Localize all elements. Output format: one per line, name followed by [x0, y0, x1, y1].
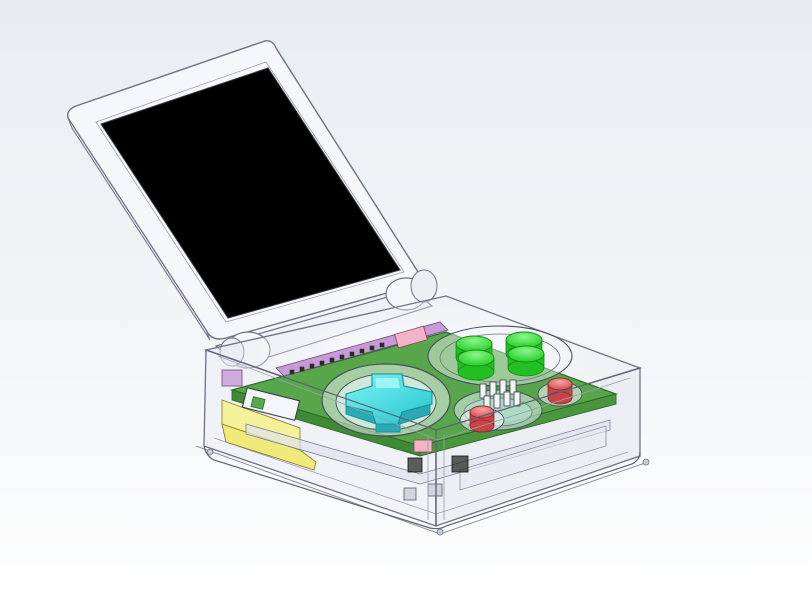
- face-button-3: [457, 349, 495, 381]
- lower-right-controls: [453, 377, 583, 433]
- component-black-2: [451, 455, 469, 473]
- component-black-1: [407, 457, 423, 473]
- side-port: [241, 387, 301, 421]
- battery-tray: [459, 425, 607, 491]
- dpad-highlight: [376, 378, 400, 388]
- connector-left: [221, 369, 243, 387]
- face-button-4: [507, 345, 545, 377]
- lid-inner-rim: [95, 61, 405, 323]
- round-button-icon: [547, 377, 573, 391]
- side-port-inner: [250, 396, 266, 410]
- face-button-area: [427, 325, 573, 387]
- round-button-icon: [507, 345, 545, 363]
- face-bezel-outer: [427, 325, 573, 387]
- dpad-assembly: [321, 363, 451, 437]
- ribbon-block: [394, 325, 428, 349]
- foot-left: [206, 448, 214, 456]
- inner-wall-line: [217, 355, 631, 441]
- ribbon-block-small: [413, 439, 433, 453]
- lid: [66, 40, 420, 341]
- base-shell-front-edges: [203, 349, 641, 530]
- speaker-grille: [479, 379, 521, 411]
- component-gray-1: [427, 483, 443, 497]
- cross-pad-icon: [345, 373, 433, 425]
- header-pins: [289, 342, 385, 375]
- foot-right: [642, 458, 650, 466]
- hinge-cap-right: [410, 269, 438, 303]
- lid-edge: [67, 117, 211, 341]
- lower-board: [245, 419, 611, 485]
- small-button-left: [459, 405, 505, 433]
- foot-front: [436, 528, 444, 536]
- corner-post: [427, 434, 445, 520]
- front-edge-lower: [203, 445, 641, 530]
- component-gray-2: [403, 487, 417, 501]
- screen: [100, 67, 401, 319]
- round-button-icon: [457, 349, 495, 367]
